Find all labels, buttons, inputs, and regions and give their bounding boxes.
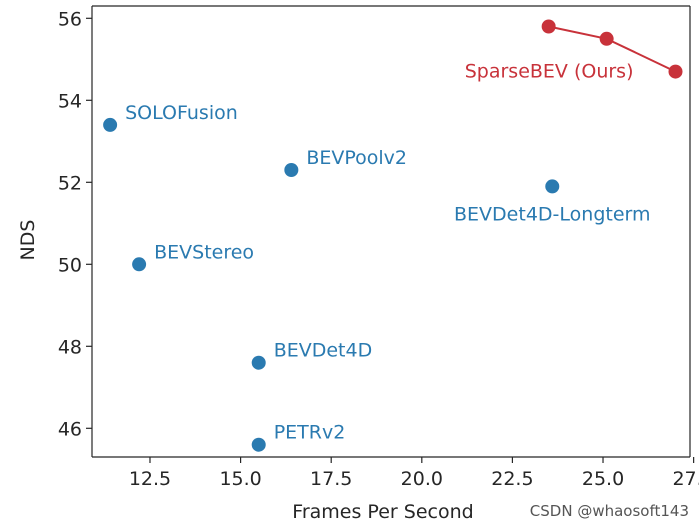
x-axis-title: Frames Per Second [292, 501, 473, 523]
x-tick-label: 22.5 [491, 468, 533, 490]
y-tick-label: 46 [58, 418, 82, 440]
data-point [599, 31, 614, 46]
x-tick-label: 27.5 [672, 468, 699, 490]
y-axis-ticks: 46 48 50 52 54 56 [58, 8, 92, 440]
y-tick-label: 56 [58, 8, 82, 30]
data-point [251, 437, 266, 452]
y-tick-label: 48 [58, 336, 82, 358]
x-tick-label: 17.5 [310, 468, 352, 490]
point-label: SOLOFusion [125, 102, 238, 124]
y-tick-label: 54 [58, 90, 82, 112]
x-tick-label: 25.0 [582, 468, 624, 490]
axes-frame [91, 5, 691, 458]
series-layer: SOLOFusion BEVPoolv2 BEVDet4D-Longterm BEVS… [103, 19, 683, 452]
point-label: BEVDet4D [274, 340, 373, 362]
data-point [284, 163, 299, 177]
y-axis-title: NDS [17, 220, 39, 261]
series-sparsebev-ours-: SparseBEV (Ours) [465, 19, 683, 83]
data-point [251, 355, 266, 370]
x-axis-ticks: 12.5 15.0 17.5 20.0 22.5 25.0 27.5 [129, 457, 699, 490]
series-baselines: SOLOFusion BEVPoolv2 BEVDet4D-Longterm BEVS… [103, 102, 651, 452]
y-tick-label: 50 [58, 254, 82, 276]
data-point [132, 257, 147, 272]
x-tick-label: 20.0 [401, 468, 443, 490]
x-tick-label: 12.5 [129, 468, 171, 490]
data-point [541, 19, 556, 34]
point-label: BEVStereo [154, 241, 254, 263]
x-tick-label: 15.0 [219, 468, 261, 490]
data-point [545, 179, 560, 194]
watermark-text: CSDN @whaosoft143 [529, 502, 689, 520]
data-point [103, 117, 118, 132]
point-label: BEVPoolv2 [306, 147, 407, 169]
point-label: BEVDet4D-Longterm [454, 203, 651, 225]
series-label: SparseBEV (Ours) [465, 61, 634, 83]
point-label: PETRv2 [274, 422, 346, 444]
data-point [668, 64, 683, 79]
y-tick-label: 52 [58, 172, 82, 194]
